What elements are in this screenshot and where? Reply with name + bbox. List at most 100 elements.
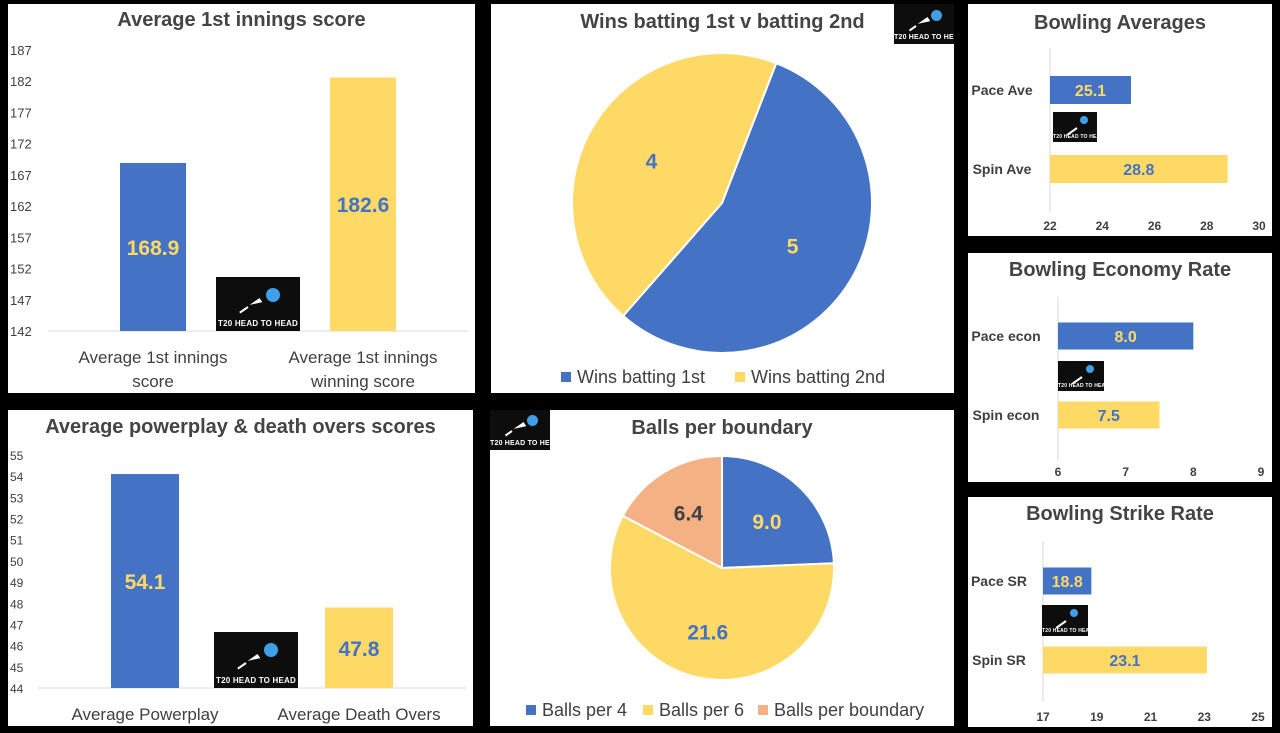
- pie-slice: [621, 61, 873, 354]
- category-label: Average 1st innings: [78, 348, 227, 367]
- bar: [1050, 76, 1131, 104]
- first-innings-plot: 142 147 152 157 162 167 172 177 182 187 168.9 Avera…: [10, 43, 468, 391]
- logo: T20 HEAD TO HEAD: [216, 277, 300, 331]
- legend-label: Balls per 4: [542, 700, 627, 720]
- data-label: 5: [787, 236, 799, 259]
- x-tick-label: 17: [1036, 710, 1050, 724]
- x-tick-label: 30: [1252, 219, 1266, 233]
- data-label: 21.6: [687, 621, 728, 644]
- data-label: 54.1: [125, 571, 166, 594]
- logo-text: T20 HEAD TO HEAD: [1053, 134, 1105, 140]
- logo: T20 HEAD TO HEAD: [214, 632, 298, 688]
- y-tick-label: 182: [10, 74, 32, 89]
- x-tick-label: 22: [1043, 219, 1057, 233]
- legend-swatch: [735, 372, 745, 382]
- data-label: 47.8: [339, 638, 380, 661]
- data-label: 168.9: [127, 237, 180, 260]
- first-innings-chart: Average 1st innings score 142 147 152 157 16…: [8, 4, 475, 393]
- y-tick-label: 52: [10, 513, 24, 527]
- ball-icon: [527, 415, 538, 426]
- x-tick-label: 28: [1200, 219, 1214, 233]
- strike-rate-chart: Bowling Strike Rate 17 19 21 23 25 18.8 Pace S…: [968, 497, 1272, 727]
- y-tick-label: 44: [10, 682, 24, 696]
- x-tick-label: 25: [1251, 710, 1265, 724]
- category-label: Pace econ: [971, 328, 1040, 344]
- category-label: Pace SR: [971, 573, 1027, 589]
- x-tick-label: 7: [1122, 465, 1129, 479]
- logo-text: T20 HEAD TO HEAD: [216, 676, 296, 685]
- y-tick-label: 46: [10, 640, 24, 654]
- y-tick-label: 53: [10, 491, 24, 505]
- logo: T20 HEAD TO HEAD: [894, 4, 954, 44]
- y-tick-label: 49: [10, 576, 24, 590]
- ball-icon: [931, 10, 942, 21]
- bar: [330, 77, 396, 331]
- bar: [1050, 155, 1228, 183]
- category-label: Pace Ave: [971, 82, 1032, 98]
- powerplay-death-chart: Average powerplay & death overs scores 4…: [8, 410, 473, 726]
- bat-handle-icon: [239, 306, 249, 314]
- logo-text: T20 HEAD TO HEAD: [894, 34, 954, 41]
- chart-title: Average 1st innings score: [117, 9, 366, 31]
- logo-text: T20 HEAD TO HEAD: [1058, 383, 1110, 389]
- ball-icon: [264, 643, 278, 657]
- y-tick-label: 187: [10, 43, 32, 58]
- y-tick-label: 162: [10, 199, 32, 214]
- pie-slice: [621, 454, 723, 570]
- bat-icon: [917, 17, 931, 28]
- x-tick-label: 9: [1258, 465, 1265, 479]
- logo: T20 HEAD TO HEAD: [1053, 112, 1105, 142]
- ball-icon: [1070, 609, 1078, 617]
- data-label: 18.8: [1052, 574, 1083, 591]
- balls-boundary-plot: 9.0 21.6 6.4 Balls per 4 Balls per 6 Balls pe…: [526, 454, 924, 720]
- y-tick-label: 142: [10, 324, 32, 339]
- powerplay-death-plot: 44 45 46 47 48 49 50 51 52 53 54 55 54.1 Average Powe…: [10, 449, 466, 724]
- y-tick-label: 157: [10, 230, 32, 245]
- y-tick-label: 152: [10, 262, 32, 277]
- category-label: Average Death Overs: [277, 705, 440, 724]
- category-label: Average 1st innings: [288, 348, 437, 367]
- category-label: Spin econ: [973, 407, 1040, 423]
- chart-title: Bowling Averages: [1034, 12, 1206, 34]
- bar: [111, 474, 179, 688]
- legend-swatch: [526, 705, 536, 715]
- x-tick-label: 26: [1148, 219, 1162, 233]
- data-label: 182.6: [337, 194, 390, 217]
- y-tick-label: 147: [10, 293, 32, 308]
- chart-title: Balls per boundary: [631, 417, 813, 439]
- chart-title: Bowling Strike Rate: [1026, 503, 1214, 525]
- bar: [1043, 567, 1092, 595]
- y-tick-label: 167: [10, 168, 32, 183]
- bar: [1058, 322, 1194, 350]
- ball-icon: [266, 288, 280, 302]
- legend-label: Balls per boundary: [774, 700, 924, 720]
- logo-text: T20 HEAD TO HEAD: [218, 319, 298, 328]
- bat-icon: [247, 654, 261, 665]
- data-label: 4: [646, 150, 658, 173]
- ball-icon: [1080, 116, 1088, 124]
- logo-text: T20 HEAD TO HEAD: [490, 440, 561, 447]
- balls-boundary-chart: Balls per boundary 9.0 21.6 6.4 Balls per 4…: [490, 410, 954, 726]
- wins-pie-plot: 5 4 Wins batting 1st Wins batting 2nd: [561, 52, 885, 387]
- bat-handle-icon: [908, 25, 917, 32]
- ball-icon: [1086, 365, 1094, 373]
- y-tick-label: 45: [10, 661, 24, 675]
- legend-label: Wins batting 2nd: [751, 367, 885, 387]
- logo: T20 HEAD TO HEAD: [1042, 605, 1094, 636]
- economy-chart: Bowling Economy Rate 6 7 8 9 8.0 Pace econ 7.5…: [968, 253, 1272, 482]
- x-tick-label: 23: [1198, 710, 1212, 724]
- x-tick-label: 21: [1144, 710, 1158, 724]
- bowling-averages-plot: 22 24 26 28 30 25.1 Pace Ave 28.8 Spin Ave: [971, 48, 1266, 233]
- logo-text: T20 HEAD TO HEAD: [1042, 628, 1094, 634]
- data-label: 8.0: [1115, 329, 1137, 346]
- data-label: 9.0: [752, 511, 781, 534]
- bowling-averages-chart: Bowling Averages 22 24 26 28 30 25.1 Pace Ave 2…: [968, 4, 1272, 236]
- x-tick-label: 24: [1096, 219, 1110, 233]
- chart-title: Average powerplay & death overs scores: [45, 416, 436, 438]
- x-tick-label: 8: [1190, 465, 1197, 479]
- pie-slice: [571, 52, 778, 318]
- y-tick-label: 54: [10, 470, 24, 484]
- category-label: Spin SR: [972, 652, 1026, 668]
- y-tick-label: 177: [10, 105, 32, 120]
- y-tick-label: 51: [10, 534, 24, 548]
